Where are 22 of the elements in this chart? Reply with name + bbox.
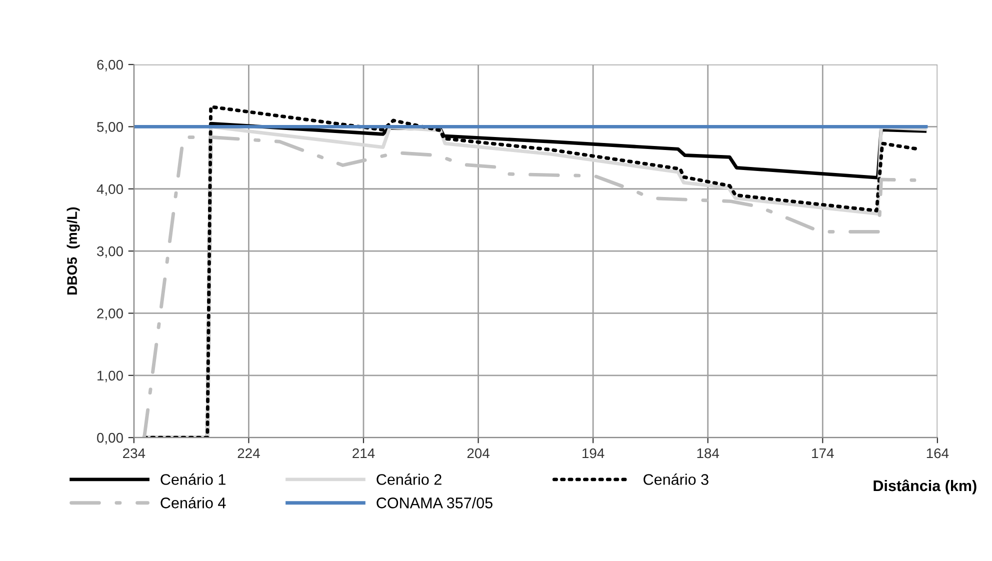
x-tick-label: 234	[123, 448, 146, 458]
y-axis-title: DBO5 (mg/L)	[66, 207, 80, 294]
y-tick-label: 3,00	[97, 246, 123, 258]
legend-label: Cenário 1	[160, 474, 226, 485]
y-tick-label: 1,00	[98, 370, 123, 382]
x-tick-label: 224	[238, 448, 260, 458]
y-tick-label: 0,00	[97, 432, 123, 444]
x-tick-label: 164	[926, 448, 949, 458]
legend-label: Cenário 4	[160, 496, 226, 508]
y-tick-label: 4,00	[96, 184, 123, 196]
legend-label: Cenário 3	[644, 474, 708, 485]
x-tick-label: 214	[352, 448, 375, 458]
y-tick-label: 6,00	[97, 60, 123, 72]
x-tick-label: 174	[812, 448, 834, 458]
y-tick-label: 2,00	[97, 308, 123, 320]
x-tick-label: 184	[697, 448, 720, 458]
x-axis-title: Distância (km)	[874, 480, 976, 494]
x-tick-label: 194	[582, 448, 604, 458]
y-tick-label: 5,00	[97, 122, 123, 134]
legend-label: CONAMA 357/05	[376, 497, 492, 508]
x-tick-label: 204	[467, 448, 490, 458]
legend-label: Cenário 2	[376, 474, 442, 485]
